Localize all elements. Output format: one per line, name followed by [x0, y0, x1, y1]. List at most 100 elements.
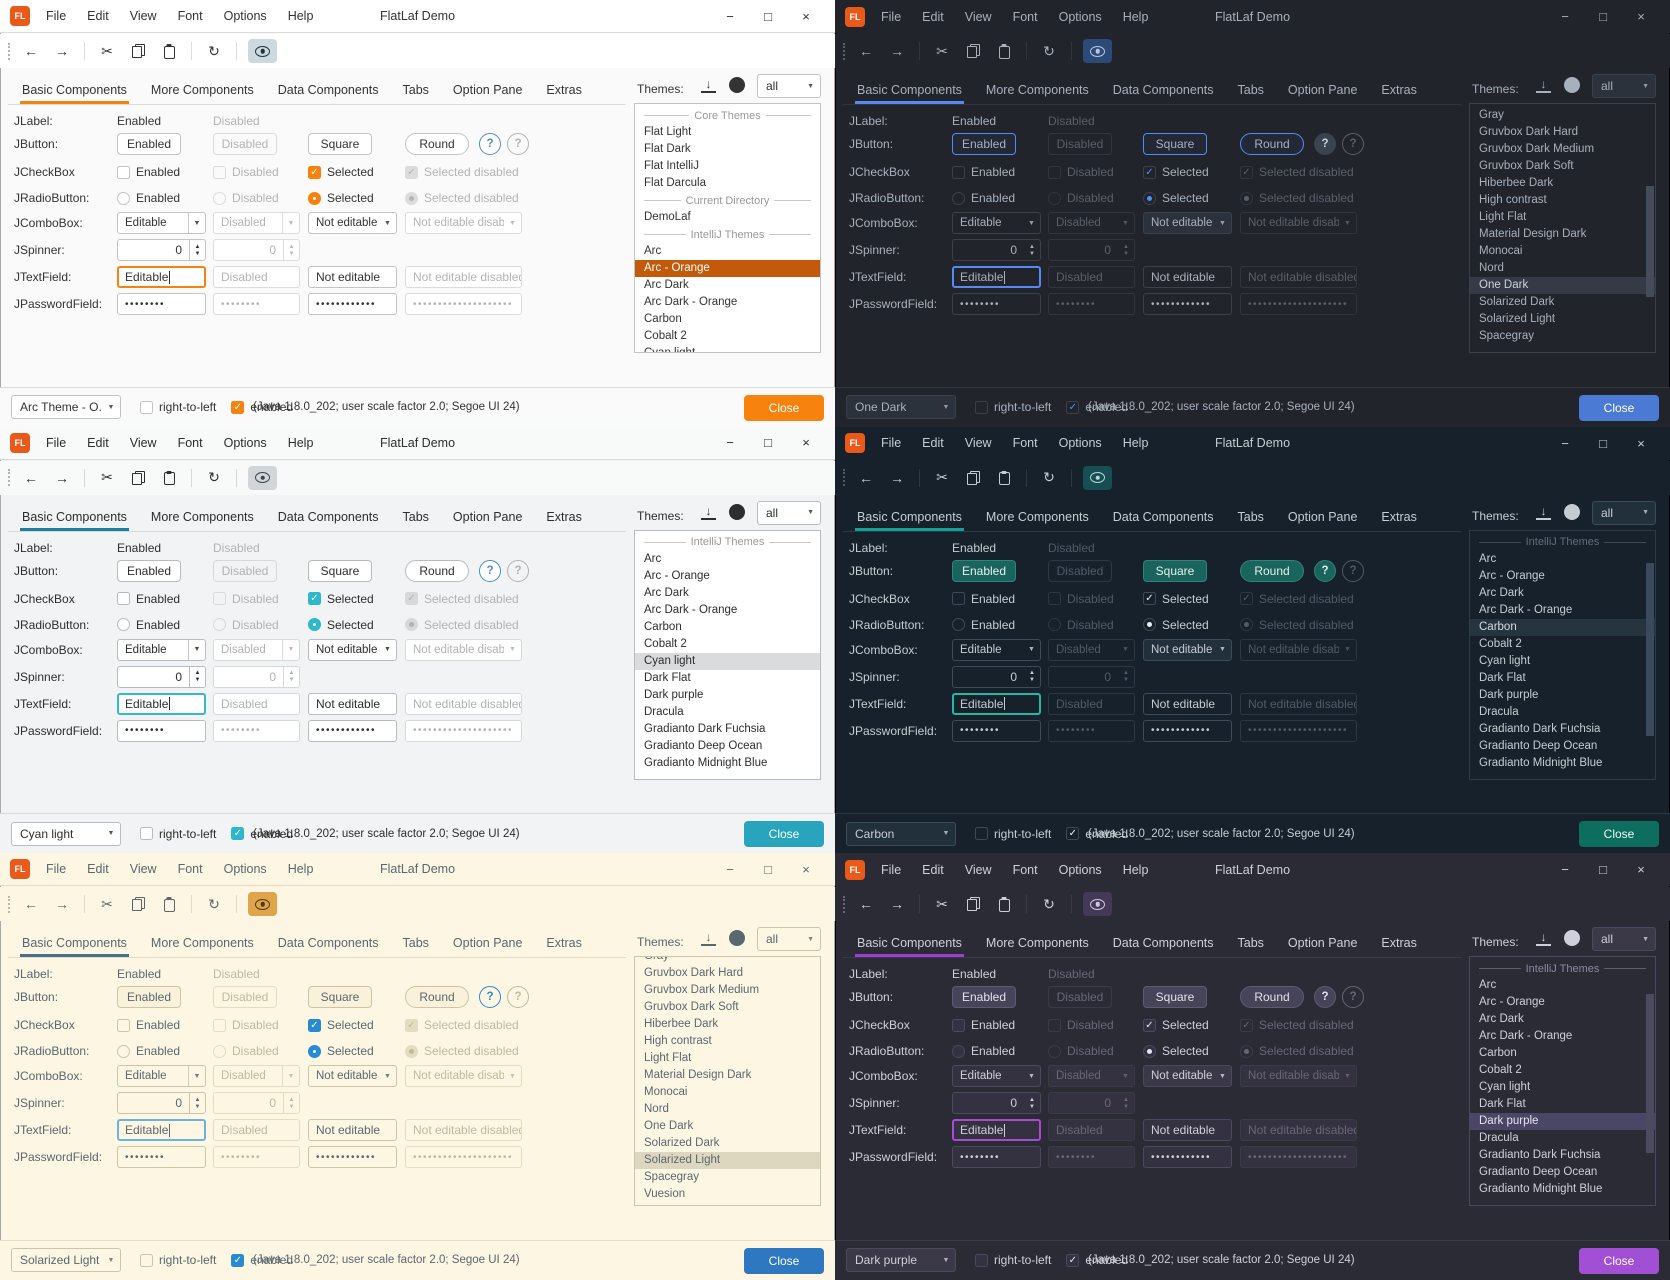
theme-item-arc-dark[interactable]: Arc Dark [644, 586, 689, 599]
radio-selected[interactable]: Selected [308, 1042, 374, 1060]
tab-basic-components[interactable]: Basic Components [855, 76, 964, 104]
statusbar-theme-combo[interactable]: Dark purple ▼ [846, 1248, 956, 1273]
help-button[interactable]: ? [479, 986, 501, 1009]
maximize-button[interactable]: □ [764, 8, 772, 24]
textfield-editable[interactable]: Editable [952, 1119, 1041, 1142]
menu-edit[interactable]: Edit [87, 9, 109, 23]
radio-disabled[interactable]: Disabled [1048, 1042, 1114, 1060]
theme-item-carbon[interactable]: Carbon [1470, 618, 1655, 636]
paste-icon[interactable] [993, 892, 1015, 916]
passwordfield-2[interactable]: •••••••• [1048, 293, 1135, 315]
enabled-checkbox[interactable]: ✓ enabled [1066, 1251, 1128, 1269]
radio-enabled[interactable]: Enabled [117, 616, 180, 634]
combobox-editable[interactable]: Editable ▼ [117, 1065, 206, 1088]
radio-enabled[interactable]: Enabled [117, 1042, 180, 1060]
radio-disabled[interactable]: Disabled [1048, 616, 1114, 634]
theme-item-light-flat[interactable]: Light Flat [1479, 211, 1527, 223]
theme-item-dark-purple[interactable]: Dark purple [644, 688, 704, 701]
passwordfield-3[interactable]: •••••••••••• [1143, 719, 1232, 742]
cut-icon[interactable]: ✂ [936, 42, 948, 59]
tab-extras[interactable]: Extras [546, 509, 582, 524]
passwordfield-4[interactable]: •••••••••••••••••••• [1240, 1146, 1357, 1169]
menu-font[interactable]: Font [177, 862, 203, 877]
menu-options[interactable]: Options [223, 435, 267, 450]
textfield-disabled[interactable]: Disabled [213, 266, 300, 288]
paste-icon[interactable] [158, 466, 180, 490]
help-button[interactable]: ? [479, 559, 501, 582]
button-enabled[interactable]: Enabled [952, 559, 1016, 582]
menu-options[interactable]: Options [1058, 862, 1102, 877]
theme-item-one-dark[interactable]: One Dark [1470, 277, 1655, 294]
scrollbar-thumb[interactable] [1646, 994, 1654, 1154]
spinner-disabled[interactable]: 0 ▲ ▼ [213, 1092, 300, 1115]
close-button[interactable]: Close [1579, 821, 1659, 848]
theme-item-gruvbox-dark-hard[interactable]: Gruvbox Dark Hard [644, 967, 744, 980]
radio-enabled[interactable]: Enabled [952, 1042, 1015, 1060]
textfield-not-editable[interactable]: Not editable [308, 266, 397, 288]
github-icon[interactable] [729, 77, 745, 93]
menu-edit[interactable]: Edit [87, 862, 109, 877]
menu-font[interactable]: Font [1012, 862, 1038, 877]
theme-item-dracula[interactable]: Dracula [1479, 1132, 1519, 1145]
eye-toggle-button[interactable] [248, 892, 277, 917]
tab-tabs[interactable]: Tabs [1237, 83, 1264, 97]
radio-selected[interactable]: Selected [1143, 189, 1209, 207]
theme-filter-combobox[interactable]: all ▼ [757, 74, 821, 98]
spinner-enabled[interactable]: 0 ▲ ▼ [117, 1092, 206, 1115]
theme-filter-combobox[interactable]: all ▼ [1592, 927, 1656, 952]
button-disabled[interactable]: Disabled [213, 986, 277, 1009]
scrollbar-thumb[interactable] [1646, 185, 1654, 298]
maximize-button[interactable]: □ [764, 861, 772, 877]
theme-item-arc-dark-orange[interactable]: Arc Dark - Orange [1479, 603, 1573, 616]
combobox-not-editable-disabled[interactable]: Not editable disabled ▼ [405, 212, 522, 234]
maximize-button[interactable]: □ [1599, 862, 1607, 878]
combobox-not-editable[interactable]: Not editable ▼ [1143, 1065, 1232, 1088]
tab-option-pane[interactable]: Option Pane [1287, 83, 1358, 97]
close-window-button[interactable]: × [802, 8, 810, 24]
tab-basic-components[interactable]: Basic Components [20, 503, 129, 531]
combobox-editable[interactable]: Editable ▼ [952, 638, 1041, 661]
theme-item-dracula[interactable]: Dracula [644, 705, 684, 718]
enabled-checkbox[interactable]: ✓ enabled [231, 825, 293, 843]
refresh-icon[interactable]: ↻ [1043, 469, 1055, 486]
textfield-editable[interactable]: Editable [117, 692, 206, 715]
textfield-not-editable[interactable]: Not editable [308, 1119, 397, 1142]
combobox-editable[interactable]: Editable ▼ [952, 1065, 1041, 1088]
help-button-secondary[interactable]: ? [507, 986, 529, 1009]
statusbar-theme-combo[interactable]: Arc Theme - O... ▼ [11, 395, 121, 420]
forward-icon[interactable]: → [55, 469, 69, 486]
back-icon[interactable]: ← [859, 896, 873, 913]
tab-more-components[interactable]: More Components [150, 83, 254, 97]
theme-item-arc-orange[interactable]: Arc - Orange [635, 260, 820, 277]
passwordfield-1[interactable]: •••••••• [952, 1146, 1041, 1169]
passwordfield-2[interactable]: •••••••• [1048, 719, 1135, 742]
button-enabled[interactable]: Enabled [117, 133, 181, 155]
button-enabled[interactable]: Enabled [117, 986, 181, 1009]
textfield-disabled[interactable]: Disabled [213, 1119, 300, 1142]
spinner-arrows[interactable]: ▲ ▼ [1123, 670, 1129, 684]
menu-edit[interactable]: Edit [87, 435, 109, 450]
help-button[interactable]: ? [1314, 133, 1336, 155]
combobox-disabled[interactable]: Disabled ▼ [1048, 1065, 1135, 1088]
copy-icon[interactable] [962, 892, 984, 916]
theme-item-gray[interactable]: Gray [644, 956, 669, 963]
checkbox-selected[interactable]: ✓ Selected [308, 590, 374, 608]
tab-option-pane[interactable]: Option Pane [452, 509, 523, 524]
tab-extras[interactable]: Extras [1381, 509, 1417, 524]
refresh-icon[interactable]: ↻ [1043, 895, 1055, 912]
textfield-not-editable-disabled[interactable]: Not editable disabled [405, 266, 522, 288]
spinner-disabled[interactable]: 0 ▲ ▼ [1048, 665, 1135, 688]
download-icon[interactable]: ↓ [701, 931, 716, 947]
menu-view[interactable]: View [964, 862, 992, 877]
checkbox-selected[interactable]: ✓ Selected [308, 163, 374, 181]
radio-selected-disabled[interactable]: Selected disabled [1240, 189, 1354, 207]
passwordfield-1[interactable]: •••••••• [117, 1146, 206, 1169]
theme-item-monocai[interactable]: Monocai [644, 1086, 688, 1099]
tab-tabs[interactable]: Tabs [402, 509, 429, 524]
theme-item-high-contrast[interactable]: High contrast [644, 1035, 712, 1048]
minimize-button[interactable]: − [726, 861, 734, 877]
theme-item-dark-purple[interactable]: Dark purple [1479, 688, 1539, 701]
menu-file[interactable]: File [881, 862, 902, 877]
menu-file[interactable]: File [881, 9, 902, 24]
enabled-checkbox[interactable]: ✓ enabled [1066, 825, 1128, 843]
